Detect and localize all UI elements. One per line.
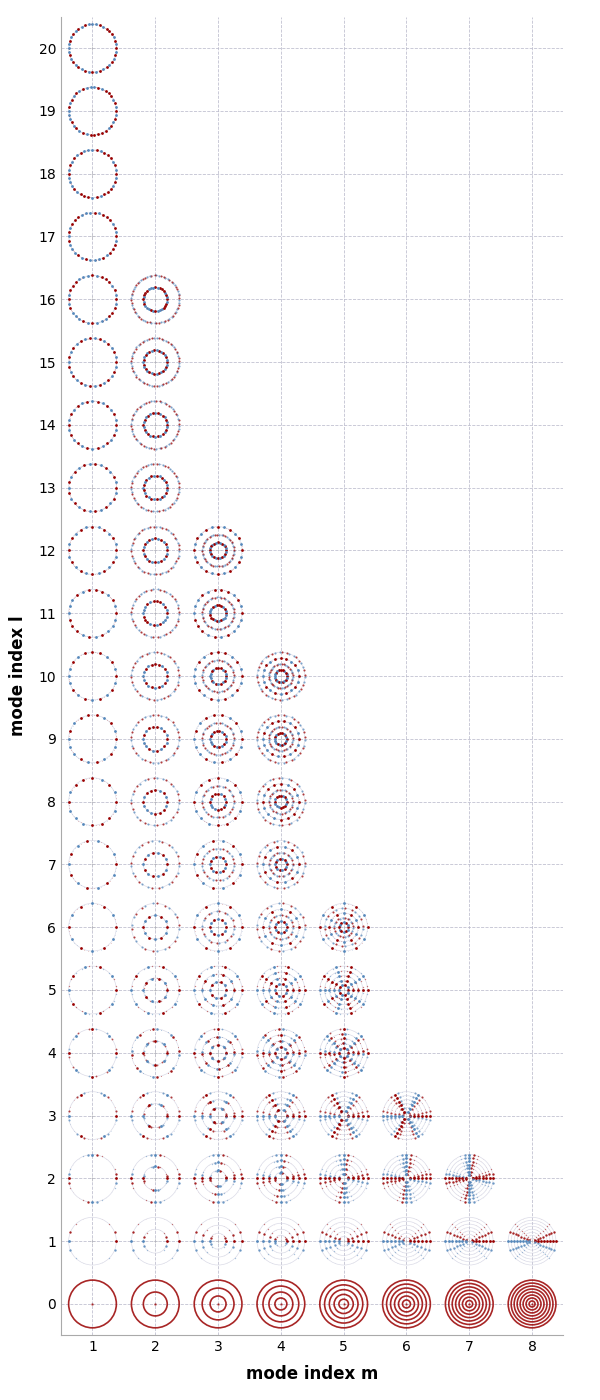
X-axis label: mode index m: mode index m bbox=[246, 1365, 379, 1383]
Y-axis label: mode index l: mode index l bbox=[10, 616, 28, 736]
